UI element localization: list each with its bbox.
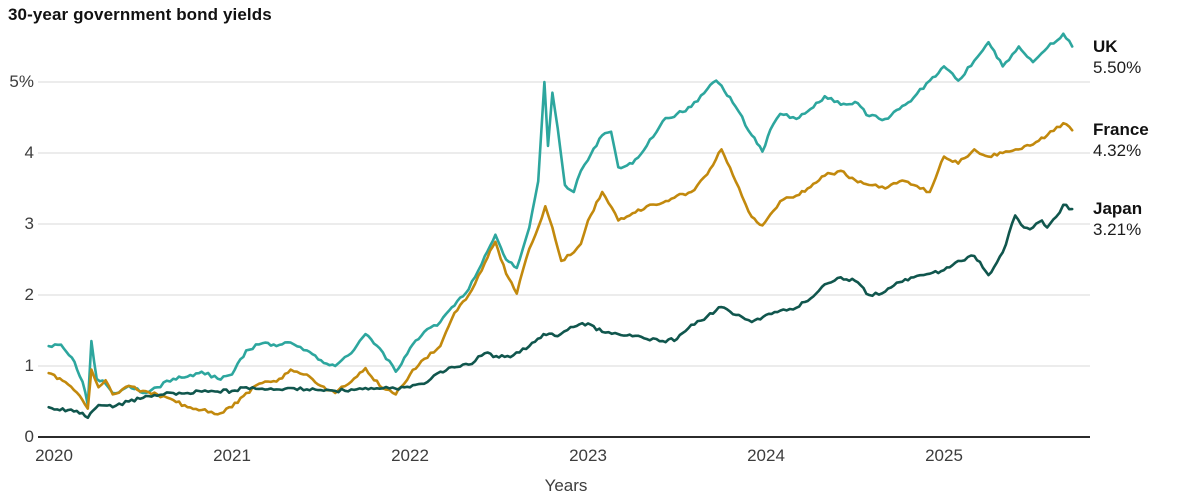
series-end-value-france: 4.32% — [1093, 141, 1142, 161]
series-name-france: France — [1093, 120, 1149, 140]
series-line-uk — [47, 32, 1074, 407]
x-tick-label: 2022 — [391, 446, 429, 465]
y-tick-label: 2 — [24, 285, 34, 304]
x-tick-label: 2024 — [747, 446, 785, 465]
y-tick-label: 0 — [24, 427, 34, 446]
x-axis-title: Years — [544, 476, 588, 495]
series-end-value-uk: 5.50% — [1093, 57, 1142, 77]
series-line-france — [47, 121, 1074, 416]
y-tick-label: 1 — [24, 356, 34, 375]
x-tick-label: 2021 — [213, 446, 251, 465]
series-line-japan — [47, 203, 1074, 420]
series-name-uk: UK — [1093, 36, 1118, 56]
y-tick-label: 4 — [24, 143, 34, 162]
x-tick-label: 2020 — [35, 446, 73, 465]
x-tick-label: 2025 — [925, 446, 963, 465]
y-tick-label: 3 — [24, 214, 34, 233]
series-name-japan: Japan — [1093, 199, 1143, 219]
chart-title: 30-year government bond yields — [8, 5, 272, 24]
series-end-value-japan: 3.21% — [1093, 220, 1142, 240]
x-tick-label: 2023 — [569, 446, 607, 465]
y-tick-label: 5% — [9, 72, 34, 91]
